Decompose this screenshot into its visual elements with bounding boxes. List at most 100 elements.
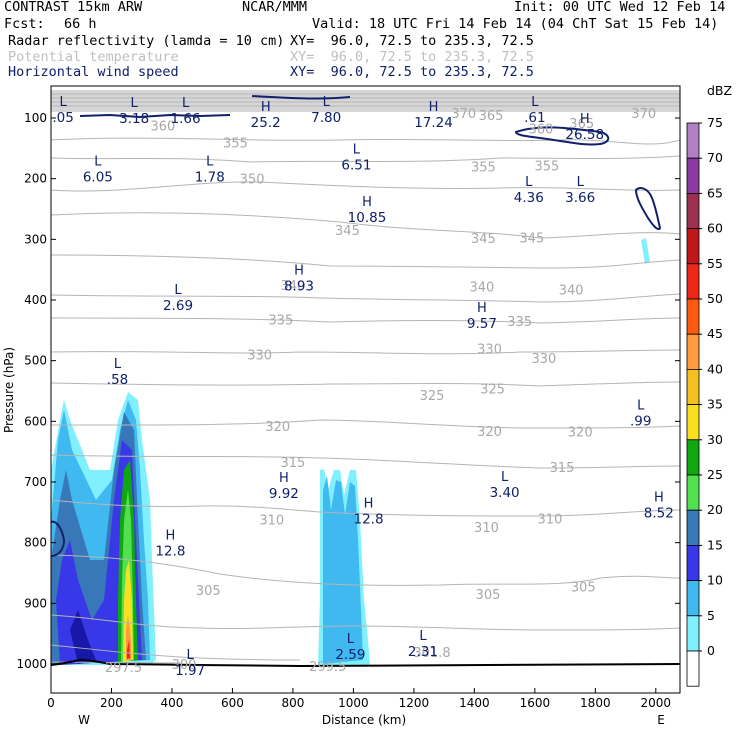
wind-extremum-value: 2.31: [408, 644, 438, 660]
wind-extremum-value: 2.59: [335, 647, 365, 663]
colorbar-tick-label: 20: [707, 502, 723, 517]
field-xy-theta: XY= 96.0, 72.5 to 235.3, 72.5: [290, 49, 534, 65]
x-tick-label: 600: [221, 696, 244, 710]
theta-contour-label: 299.5: [309, 660, 346, 675]
wind-extremum-value: 3.18: [119, 111, 149, 127]
wind-extremum-value: 12.8: [353, 512, 383, 528]
theta-contour-label: 315: [281, 456, 306, 471]
y-tick-label: 500: [24, 354, 47, 368]
field-name-wind: Horizontal wind speed: [8, 64, 179, 80]
colorbar-tick-label: 50: [707, 291, 723, 306]
wind-extremum: L.99: [630, 398, 651, 429]
wind-extremum: L3.66: [565, 175, 595, 206]
wind-extremum-type: L: [114, 357, 122, 372]
wind-extremum-type: L: [59, 95, 67, 110]
wind-extremum-value: 4.36: [514, 190, 544, 206]
x-tick-label: 1600: [520, 696, 551, 710]
wind-extremum: H12.8: [353, 497, 383, 528]
wind-extremum: L1.78: [195, 154, 225, 185]
wind-extremum-type: H: [580, 112, 590, 127]
wind-extremum-value: .58: [107, 372, 128, 388]
y-tick-label: 300: [24, 232, 47, 246]
theta-contour-label: 315: [550, 461, 575, 476]
colorbar-tick-label: 10: [707, 573, 723, 588]
colorbar-swatch: [686, 615, 700, 652]
colorbar-swatch: [686, 298, 700, 335]
wind-extremum-type: H: [166, 529, 176, 544]
wind-extremum-value: 26.58: [565, 127, 604, 143]
y-tick-label: 800: [24, 536, 47, 550]
theta-contour-label: 355: [535, 159, 560, 174]
field-name-theta: Potential temperature: [8, 49, 179, 65]
wind-extremum-value: 17.24: [414, 115, 453, 131]
wind-extremum-type: L: [501, 470, 509, 485]
theta-contour-label: 305: [571, 580, 596, 595]
wind-extremum-type: L: [94, 154, 102, 169]
field-xy-wind: XY= 96.0, 72.5 to 235.3, 72.5: [290, 64, 534, 80]
theta-contour-label: 370: [631, 107, 656, 122]
valid-time: Valid: 18 UTC Fri 14 Feb 14 (04 ChT Sat …: [312, 16, 719, 32]
colorbar-tick-label: 60: [707, 221, 723, 236]
y-tick-label: 900: [24, 596, 47, 610]
wind-extremum: H25.2: [251, 100, 281, 131]
wind-extremum-type: L: [637, 398, 645, 413]
x-tick-label: 0: [47, 696, 55, 710]
colorbar-tick-label: 0: [707, 643, 715, 658]
wind-extremum-value: 8.52: [644, 505, 674, 521]
wind-extremum: L2.59: [335, 632, 365, 663]
x-tick-label: 1800: [580, 696, 611, 710]
wind-extremum-value: 3.66: [565, 190, 595, 206]
theta-contour-label: 310: [538, 512, 563, 527]
theta-contour-label: 335: [507, 315, 532, 330]
wind-extremum-value: 8.93: [284, 279, 314, 295]
wind-extremum-type: L: [186, 648, 194, 663]
wind-extremum: H26.58: [565, 112, 604, 143]
theta-contour-label: 300: [172, 658, 197, 673]
wind-extremum-type: L: [174, 283, 182, 298]
wind-extremum: H8.52: [644, 490, 674, 521]
wind-extremum-value: 1.66: [171, 111, 201, 127]
theta-contour-label: 360: [528, 122, 553, 137]
theta-contour-label: 335: [268, 313, 293, 328]
colorbar-tick-label: 40: [707, 361, 723, 376]
theta-contour-label: 297.5: [105, 661, 142, 676]
theta-contour-label: 310: [259, 514, 284, 529]
y-tick-label: 400: [24, 293, 47, 307]
y-axis-label: Pressure (hPa): [2, 347, 16, 433]
colorbar-swatch: [686, 650, 700, 687]
theta-contour-label: 320: [568, 426, 593, 441]
x-axis-label: Distance (km): [322, 713, 406, 727]
x-tick-label: 2000: [641, 696, 672, 710]
theta-contour-label: 325: [420, 389, 445, 404]
colorbar-tick-label: 5: [707, 608, 715, 623]
x-tick-label: 1200: [399, 696, 430, 710]
wind-extremum: L.05: [52, 95, 73, 126]
theta-contour-label: 365: [569, 117, 594, 132]
theta-contour-label: 340: [470, 281, 495, 296]
wind-extremum-value: 6.05: [83, 169, 113, 185]
theta-contour-label: 305: [196, 584, 221, 599]
theta-contour-label: 350: [240, 173, 265, 188]
y-tick-label: 700: [24, 475, 47, 489]
y-tick-label: 200: [24, 172, 47, 186]
y-tick-label: 100: [24, 111, 47, 125]
wind-extremum-value: .61: [524, 110, 545, 126]
wind-extremum: L.58: [107, 357, 128, 388]
theta-contour-label: 325: [480, 383, 505, 398]
theta-contour-label: 365: [479, 109, 504, 124]
colorbar-swatch: [686, 122, 700, 159]
wind-extremum-value: 1.78: [195, 169, 225, 185]
colorbar-swatch: [686, 228, 700, 265]
wind-extremum-type: L: [323, 95, 331, 110]
wind-extremum: L7.80: [311, 95, 341, 126]
theta-contour-label: 345: [519, 232, 544, 247]
x-tick-label: 1000: [338, 696, 369, 710]
wind-extremum-type: H: [364, 497, 374, 512]
upper-theta-band: [51, 90, 680, 112]
theta-contour-label: 330: [532, 352, 557, 367]
wind-extremum-type: H: [279, 471, 289, 486]
fcst-label: Fcst:: [4, 16, 45, 32]
theta-contour-label: 345: [471, 232, 496, 247]
